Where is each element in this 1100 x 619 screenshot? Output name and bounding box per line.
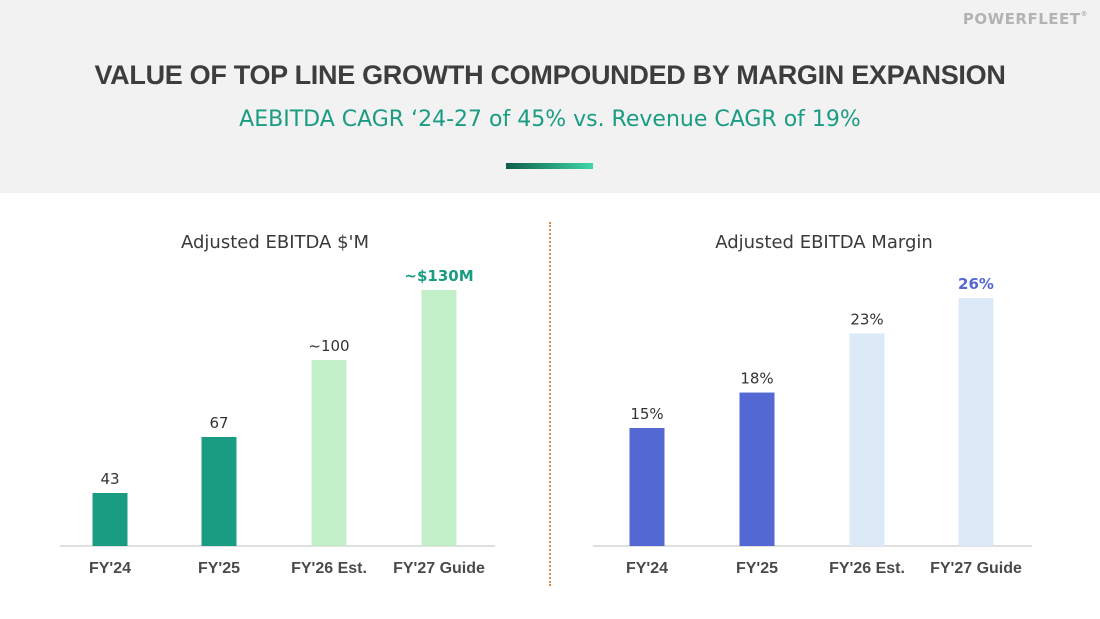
margin-category-label-1: FY'24 xyxy=(626,560,668,577)
ebitda-category-label-1: FY'24 xyxy=(89,560,131,577)
ebitda-value-label-3: ~100 xyxy=(308,337,349,355)
margin-value-label-3: 23% xyxy=(850,310,883,328)
page-title: VALUE OF TOP LINE GROWTH COMPOUNDED BY M… xyxy=(94,60,1006,90)
margin-value-label-4: 26% xyxy=(958,275,994,293)
margin-category-label-4: FY'27 Guide xyxy=(930,560,1022,577)
ebitda-bar-3 xyxy=(311,360,347,546)
ebitda-value-label-4: ~$130M xyxy=(404,267,473,285)
margin-bar-4 xyxy=(958,298,994,546)
ebitda-bar-2 xyxy=(201,437,237,546)
ebitda-chart: Adjusted EBITDA $'M 43 FY'24 67 FY'25 ~100 FY'… xyxy=(60,232,495,577)
margin-value-label-1: 15% xyxy=(630,405,663,423)
ebitda-bar-4 xyxy=(421,290,457,546)
logo-registered-mark: ® xyxy=(1080,10,1088,18)
margin-category-label-2: FY'25 xyxy=(736,560,778,577)
ebitda-category-label-3: FY'26 Est. xyxy=(291,560,367,577)
margin-chart-title: Adjusted EBITDA Margin xyxy=(715,232,933,253)
logo-text: POWERFLEET xyxy=(962,10,1081,28)
header-band xyxy=(0,0,1100,193)
margin-bar-3 xyxy=(849,333,885,546)
margin-bar-2 xyxy=(739,392,775,546)
ebitda-value-label-2: 67 xyxy=(209,414,228,432)
ebitda-bar-1 xyxy=(92,493,128,546)
powerfleet-logo: POWERFLEET® xyxy=(963,10,1088,28)
ebitda-chart-title: Adjusted EBITDA $'M xyxy=(181,232,369,253)
ebitda-category-label-2: FY'25 xyxy=(198,560,240,577)
ebitda-category-label-4: FY'27 Guide xyxy=(393,560,485,577)
chart-divider xyxy=(549,222,551,586)
accent-bar xyxy=(506,163,593,169)
page-subtitle: AEBITDA CAGR ‘24-27 of 45% vs. Revenue C… xyxy=(239,107,861,132)
margin-bar-1 xyxy=(629,428,665,546)
ebitda-value-label-1: 43 xyxy=(100,470,119,488)
margin-category-label-3: FY'26 Est. xyxy=(829,560,905,577)
margin-value-label-2: 18% xyxy=(740,370,773,388)
